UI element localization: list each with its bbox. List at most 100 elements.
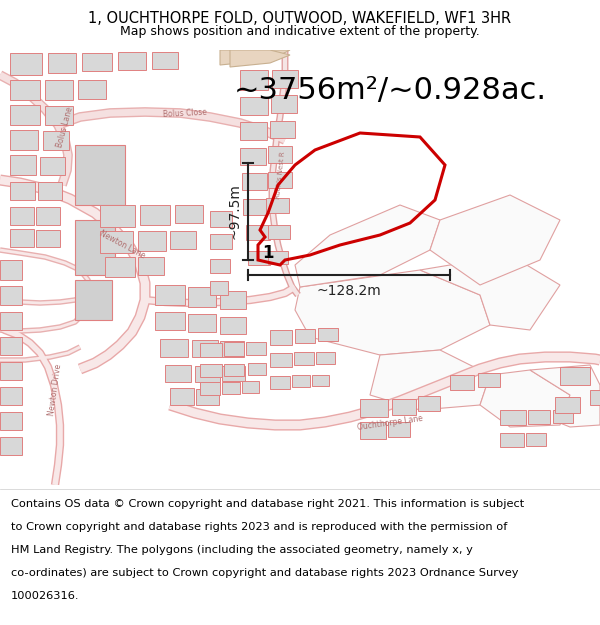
Polygon shape xyxy=(360,422,386,439)
Polygon shape xyxy=(210,281,228,295)
Polygon shape xyxy=(450,375,474,390)
Polygon shape xyxy=(295,329,315,343)
Polygon shape xyxy=(138,231,166,251)
Text: 1: 1 xyxy=(262,244,274,262)
Polygon shape xyxy=(200,364,222,377)
Polygon shape xyxy=(155,285,185,305)
Polygon shape xyxy=(480,370,570,427)
Polygon shape xyxy=(192,340,218,357)
Polygon shape xyxy=(240,148,266,165)
Polygon shape xyxy=(10,229,34,247)
Text: 1, OUCHTHORPE FOLD, OUTWOOD, WAKEFIELD, WF1 3HR: 1, OUCHTHORPE FOLD, OUTWOOD, WAKEFIELD, … xyxy=(88,11,512,26)
Polygon shape xyxy=(200,343,222,357)
Text: Rook's Nest R: Rook's Nest R xyxy=(275,151,286,199)
Polygon shape xyxy=(82,53,112,71)
Polygon shape xyxy=(266,198,289,213)
Polygon shape xyxy=(155,312,185,330)
Polygon shape xyxy=(75,280,112,320)
Text: ~128.2m: ~128.2m xyxy=(317,284,382,298)
Polygon shape xyxy=(312,375,329,386)
Polygon shape xyxy=(48,53,76,73)
Polygon shape xyxy=(0,337,22,355)
Polygon shape xyxy=(248,363,266,375)
Polygon shape xyxy=(370,350,490,410)
Polygon shape xyxy=(160,339,188,357)
Polygon shape xyxy=(138,257,164,275)
Polygon shape xyxy=(388,422,410,437)
Polygon shape xyxy=(10,80,40,100)
Text: Bolus Close: Bolus Close xyxy=(163,107,207,119)
Polygon shape xyxy=(560,367,590,385)
Polygon shape xyxy=(0,412,22,430)
Text: Newton Drive: Newton Drive xyxy=(47,364,63,416)
Polygon shape xyxy=(170,231,196,249)
Text: Newton Lane: Newton Lane xyxy=(98,229,146,261)
Text: HM Land Registry. The polygons (including the associated geometry, namely x, y: HM Land Registry. The polygons (includin… xyxy=(11,545,473,555)
Polygon shape xyxy=(75,145,125,205)
Text: ~3756m²/~0.928ac.: ~3756m²/~0.928ac. xyxy=(233,76,547,104)
Polygon shape xyxy=(270,121,295,138)
Polygon shape xyxy=(526,433,546,446)
Polygon shape xyxy=(220,291,246,309)
Polygon shape xyxy=(270,353,292,367)
Polygon shape xyxy=(392,399,416,415)
Polygon shape xyxy=(0,312,22,330)
Polygon shape xyxy=(45,80,73,100)
Polygon shape xyxy=(200,382,220,395)
Polygon shape xyxy=(100,231,133,253)
Polygon shape xyxy=(222,382,240,394)
Polygon shape xyxy=(530,365,600,427)
Polygon shape xyxy=(0,387,22,405)
Text: ~97.5m: ~97.5m xyxy=(227,184,241,239)
Polygon shape xyxy=(246,342,266,355)
Polygon shape xyxy=(175,205,203,223)
Polygon shape xyxy=(105,257,135,277)
Polygon shape xyxy=(100,205,135,227)
Polygon shape xyxy=(418,396,440,411)
Polygon shape xyxy=(222,366,245,381)
Polygon shape xyxy=(360,399,388,417)
Polygon shape xyxy=(195,366,220,382)
Polygon shape xyxy=(553,410,573,423)
Polygon shape xyxy=(478,373,500,387)
Polygon shape xyxy=(242,173,267,190)
Polygon shape xyxy=(220,341,244,357)
Polygon shape xyxy=(270,376,290,389)
Text: Contains OS data © Crown copyright and database right 2021. This information is : Contains OS data © Crown copyright and d… xyxy=(11,499,524,509)
Polygon shape xyxy=(224,364,244,376)
Polygon shape xyxy=(528,410,550,424)
Polygon shape xyxy=(10,130,38,150)
Polygon shape xyxy=(230,50,290,67)
Polygon shape xyxy=(590,390,600,405)
Polygon shape xyxy=(165,365,191,382)
Polygon shape xyxy=(43,131,69,150)
Polygon shape xyxy=(220,50,290,65)
Polygon shape xyxy=(196,389,219,405)
Polygon shape xyxy=(224,342,244,356)
Polygon shape xyxy=(243,199,267,215)
Polygon shape xyxy=(316,352,335,364)
Polygon shape xyxy=(210,211,232,227)
Polygon shape xyxy=(248,251,270,265)
Text: co-ordinates) are subject to Crown copyright and database rights 2023 Ordnance S: co-ordinates) are subject to Crown copyr… xyxy=(11,568,518,578)
Text: to Crown copyright and database rights 2023 and is reproduced with the permissio: to Crown copyright and database rights 2… xyxy=(11,522,507,532)
Polygon shape xyxy=(152,52,178,69)
Polygon shape xyxy=(268,251,288,264)
Polygon shape xyxy=(220,317,246,334)
Polygon shape xyxy=(0,362,22,380)
Text: Map shows position and indicative extent of the property.: Map shows position and indicative extent… xyxy=(120,24,480,38)
Polygon shape xyxy=(45,106,73,125)
Polygon shape xyxy=(0,260,22,280)
Polygon shape xyxy=(268,172,292,188)
Polygon shape xyxy=(0,437,22,455)
Polygon shape xyxy=(140,205,170,225)
Polygon shape xyxy=(271,95,297,113)
Polygon shape xyxy=(500,433,524,447)
Polygon shape xyxy=(430,195,560,285)
Polygon shape xyxy=(10,105,40,125)
Polygon shape xyxy=(40,157,65,175)
Polygon shape xyxy=(36,230,60,247)
Polygon shape xyxy=(188,287,216,307)
Polygon shape xyxy=(420,255,560,330)
Polygon shape xyxy=(0,286,22,305)
